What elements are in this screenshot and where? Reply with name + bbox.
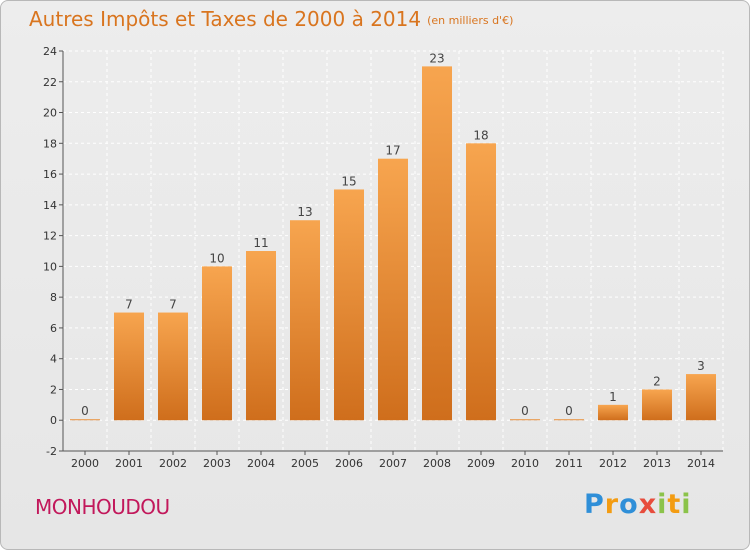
data-label-2014: 3 bbox=[697, 359, 705, 373]
y-tick-label: 8 bbox=[50, 291, 57, 304]
x-tick-label: 2003 bbox=[203, 457, 231, 470]
bar-2009 bbox=[466, 143, 496, 421]
x-tick-label: 2002 bbox=[159, 457, 187, 470]
bar-2007 bbox=[378, 158, 408, 421]
data-label-2010: 0 bbox=[521, 404, 529, 418]
labels: -202468101214161820222420000200172002720… bbox=[43, 45, 715, 470]
x-tick-label: 2009 bbox=[467, 457, 495, 470]
y-tick-label: 4 bbox=[50, 353, 57, 366]
bar-2003 bbox=[202, 266, 232, 421]
bar-2000 bbox=[70, 419, 100, 421]
data-label-2007: 17 bbox=[385, 144, 400, 158]
bar-2006 bbox=[334, 189, 364, 421]
y-tick-label: 2 bbox=[50, 383, 57, 396]
bar-2001 bbox=[114, 312, 144, 421]
data-label-2001: 7 bbox=[125, 298, 133, 312]
data-label-2011: 0 bbox=[565, 404, 573, 418]
x-tick-label: 2008 bbox=[423, 457, 451, 470]
chart-unit: (en milliers d'€) bbox=[427, 14, 514, 27]
bar-2014 bbox=[686, 374, 716, 421]
data-label-2003: 10 bbox=[209, 251, 224, 265]
bar-2011 bbox=[554, 419, 584, 421]
bar-2004 bbox=[246, 251, 276, 421]
data-label-2004: 11 bbox=[253, 236, 268, 250]
y-tick-label: 20 bbox=[43, 107, 57, 120]
y-tick-label: 0 bbox=[50, 414, 57, 427]
y-tick-label: 22 bbox=[43, 76, 57, 89]
y-tick-label: 14 bbox=[43, 199, 57, 212]
x-tick-label: 2005 bbox=[291, 457, 319, 470]
data-label-2009: 18 bbox=[473, 128, 488, 142]
x-tick-label: 2007 bbox=[379, 457, 407, 470]
y-tick-label: -2 bbox=[46, 445, 57, 458]
data-label-2000: 0 bbox=[81, 404, 89, 418]
axes bbox=[59, 50, 723, 455]
x-tick-label: 2013 bbox=[643, 457, 671, 470]
y-tick-label: 24 bbox=[43, 45, 57, 58]
bars bbox=[70, 66, 716, 421]
bar-2002 bbox=[158, 312, 188, 421]
y-tick-label: 18 bbox=[43, 137, 57, 150]
proxiti-logo[interactable]: Proxiti bbox=[584, 489, 692, 520]
data-label-2002: 7 bbox=[169, 298, 177, 312]
y-tick-label: 10 bbox=[43, 260, 57, 273]
data-label-2005: 13 bbox=[297, 205, 312, 219]
x-tick-label: 2014 bbox=[687, 457, 715, 470]
data-label-2006: 15 bbox=[341, 174, 356, 188]
bar-2010 bbox=[510, 419, 540, 421]
x-tick-label: 2010 bbox=[511, 457, 539, 470]
x-tick-label: 2012 bbox=[599, 457, 627, 470]
y-tick-label: 12 bbox=[43, 230, 57, 243]
x-tick-label: 2000 bbox=[71, 457, 99, 470]
x-tick-label: 2011 bbox=[555, 457, 583, 470]
data-label-2012: 1 bbox=[609, 390, 617, 404]
chart-title: Autres Impôts et Taxes de 2000 à 2014 (en… bbox=[29, 7, 513, 31]
bar-2005 bbox=[290, 220, 320, 421]
x-tick-label: 2006 bbox=[335, 457, 363, 470]
y-tick-label: 16 bbox=[43, 168, 57, 181]
data-label-2013: 2 bbox=[653, 374, 661, 388]
x-tick-label: 2001 bbox=[115, 457, 143, 470]
x-tick-label: 2004 bbox=[247, 457, 275, 470]
y-tick-label: 6 bbox=[50, 322, 57, 335]
data-label-2008: 23 bbox=[429, 51, 444, 65]
bar-2013 bbox=[642, 389, 672, 421]
bar-2008 bbox=[422, 66, 452, 421]
chart-title-text: Autres Impôts et Taxes de 2000 à 2014 bbox=[29, 7, 422, 31]
bar-2012 bbox=[598, 404, 628, 421]
town-name: MONHOUDOU bbox=[35, 495, 170, 519]
